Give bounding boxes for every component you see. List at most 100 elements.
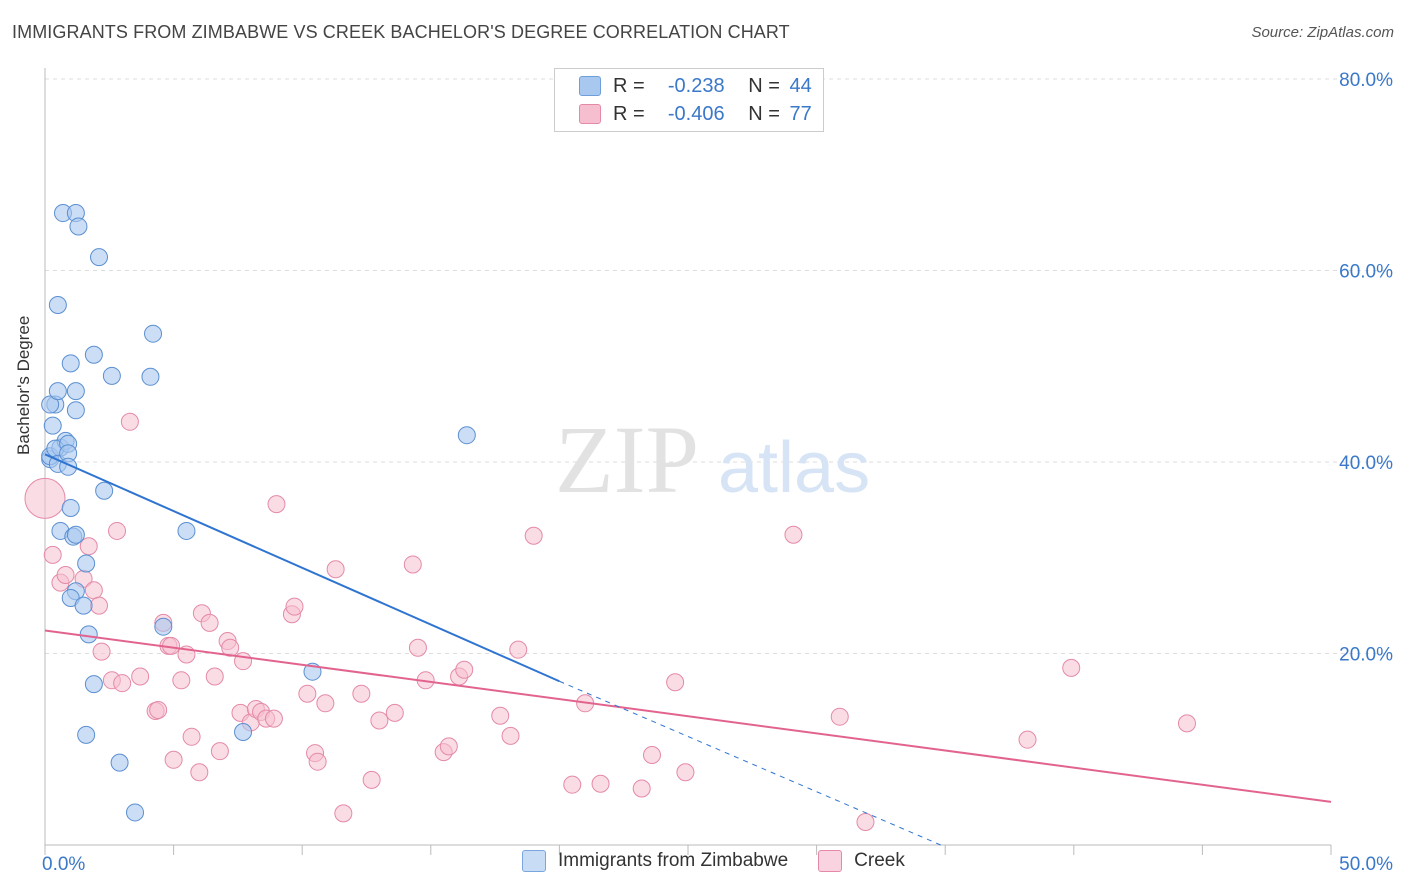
zimbabwe-point — [84, 675, 103, 694]
creek-point — [131, 667, 150, 686]
creek-point — [642, 745, 661, 764]
legend-n-value: 77 — [789, 102, 812, 125]
creek-point — [524, 526, 543, 545]
series-swatch-zimbabwe — [522, 850, 546, 872]
creek-point — [56, 565, 75, 584]
zimbabwe-point — [102, 366, 121, 385]
legend-swatch-creek — [579, 104, 601, 124]
creek-point — [298, 684, 317, 703]
creek-point — [455, 660, 474, 679]
creek-point — [210, 742, 229, 761]
creek-point — [362, 770, 381, 789]
creek-point — [285, 597, 304, 616]
creek-point — [200, 613, 219, 632]
creek-point — [308, 752, 327, 771]
creek-point — [149, 700, 168, 719]
creek-point — [84, 581, 103, 600]
creek-point — [370, 711, 389, 730]
creek-point — [1018, 730, 1037, 749]
zimbabwe-point — [66, 401, 85, 420]
y-tick-label: 80.0% — [1339, 70, 1393, 91]
creek-point — [43, 545, 62, 564]
creek-point — [403, 555, 422, 574]
creek-point — [784, 525, 803, 544]
creek-point — [164, 750, 183, 769]
creek-point — [221, 638, 240, 657]
zimbabwe-trend-line — [44, 453, 560, 683]
creek-point — [563, 775, 582, 794]
correlation-legend: R = -0.238 N = 44 R = -0.406 N = 77 — [554, 68, 824, 132]
legend-n-label: N = — [748, 102, 780, 125]
creek-point — [1177, 714, 1196, 733]
legend-n-label: N = — [748, 74, 780, 97]
zimbabwe-point — [126, 803, 145, 822]
creek-point — [24, 477, 66, 519]
zimbabwe-point — [79, 625, 98, 644]
creek-point — [120, 412, 139, 431]
zimbabwe-point — [43, 416, 62, 435]
zimbabwe-point — [144, 324, 163, 343]
watermark-atlas: atlas — [718, 428, 870, 508]
tick-labels: 20.0% 40.0% 60.0% 80.0% 0.0% 50.0% — [42, 70, 1393, 875]
creek-point — [1062, 658, 1081, 677]
creek-point — [439, 737, 458, 756]
zimbabwe-points — [41, 204, 476, 822]
zimbabwe-point — [69, 217, 88, 236]
creek-point — [408, 638, 427, 657]
creek-point — [205, 667, 224, 686]
zimbabwe-point — [48, 382, 67, 401]
creek-point — [264, 709, 283, 728]
creek-point — [172, 671, 191, 690]
legend-row-creek: R = -0.406 N = 77 — [555, 101, 812, 127]
creek-point — [79, 537, 98, 556]
zimbabwe-point — [48, 295, 67, 314]
chart-title: IMMIGRANTS FROM ZIMBABWE VS CREEK BACHEL… — [12, 22, 790, 42]
creek-point — [316, 694, 335, 713]
zimbabwe-point — [177, 521, 196, 540]
series-swatch-creek — [818, 850, 843, 872]
zimbabwe-point — [110, 753, 129, 772]
grid-lines — [45, 78, 1392, 654]
legend-r-label: R = — [613, 102, 645, 125]
creek-point — [385, 703, 404, 722]
zimbabwe-point — [77, 725, 96, 744]
creek-point — [856, 813, 875, 832]
legend-n-value: 44 — [789, 74, 812, 97]
creek-point — [666, 673, 685, 692]
creek-point — [326, 560, 345, 579]
x-tick-label-max: 50.0% — [1339, 854, 1393, 875]
source-credit: Source: ZipAtlas.com — [1251, 24, 1394, 41]
creek-point — [267, 495, 286, 514]
zimbabwe-point — [66, 382, 85, 401]
creek-trend-line — [44, 629, 1332, 803]
creek-point — [632, 779, 651, 798]
legend-r-value: -0.406 — [667, 102, 725, 125]
zimbabwe-point — [77, 554, 96, 573]
creek-point — [676, 763, 695, 782]
creek-point — [334, 804, 353, 823]
x-tick-label-min: 0.0% — [42, 854, 85, 875]
watermark-zip: ZIP — [555, 406, 699, 513]
creek-point — [90, 596, 109, 615]
y-axis-label: Bachelor's Degree — [14, 315, 33, 455]
creek-point — [92, 642, 111, 661]
zimbabwe-point — [41, 395, 60, 414]
zimbabwe-point — [141, 367, 160, 386]
zimbabwe-point — [61, 498, 80, 517]
zimbabwe-point — [66, 525, 85, 544]
zimbabwe-point — [95, 481, 114, 500]
legend-r-label: R = — [613, 74, 645, 97]
zimbabwe-point — [61, 354, 80, 373]
series-label-zimbabwe: Immigrants from Zimbabwe — [558, 850, 789, 871]
creek-point — [182, 727, 201, 746]
zimbabwe-point — [234, 723, 253, 742]
trend-lines — [44, 453, 1332, 848]
y-tick-label: 40.0% — [1339, 453, 1393, 474]
zimbabwe-point — [90, 248, 109, 267]
zimbabwe-trend-extension — [559, 680, 946, 848]
zimbabwe-point — [84, 345, 103, 364]
legend-r-value: -0.238 — [667, 74, 725, 97]
series-legend: Immigrants from Zimbabwe Creek — [522, 850, 905, 872]
creek-point — [591, 774, 610, 793]
